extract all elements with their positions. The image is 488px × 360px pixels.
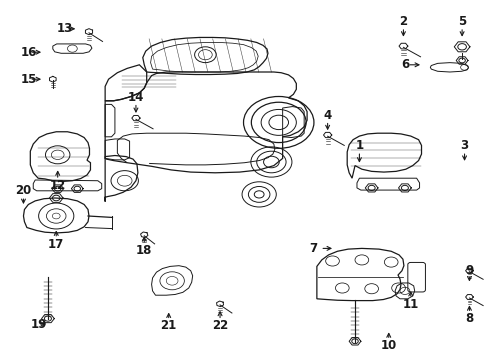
Text: 5: 5 bbox=[457, 15, 465, 28]
Text: 20: 20 bbox=[15, 184, 32, 197]
Text: 2: 2 bbox=[399, 15, 407, 28]
Text: 4: 4 bbox=[323, 109, 331, 122]
Text: 14: 14 bbox=[127, 91, 144, 104]
Text: 21: 21 bbox=[160, 319, 177, 332]
Text: 19: 19 bbox=[30, 318, 46, 330]
Text: 18: 18 bbox=[136, 244, 152, 257]
Text: 9: 9 bbox=[465, 264, 472, 276]
Text: 11: 11 bbox=[402, 298, 418, 311]
Text: 17: 17 bbox=[48, 238, 64, 251]
Text: 12: 12 bbox=[49, 179, 66, 192]
Text: 7: 7 bbox=[308, 242, 316, 255]
Text: 6: 6 bbox=[400, 58, 408, 71]
Text: 3: 3 bbox=[460, 139, 468, 152]
Text: 16: 16 bbox=[20, 46, 37, 59]
Text: 15: 15 bbox=[20, 73, 37, 86]
Text: 10: 10 bbox=[380, 339, 396, 352]
Text: 8: 8 bbox=[465, 312, 472, 325]
Text: 22: 22 bbox=[211, 319, 228, 332]
Text: 1: 1 bbox=[355, 139, 363, 152]
Text: 13: 13 bbox=[56, 22, 72, 35]
